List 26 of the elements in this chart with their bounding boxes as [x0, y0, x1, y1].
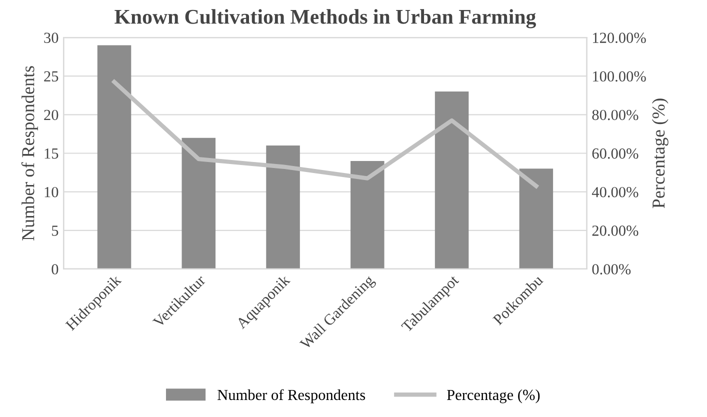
y2-tick-label: 0.00% [592, 264, 631, 274]
y-tick-label: 15 [44, 148, 58, 159]
y2-tick-label: 20.00% [592, 226, 638, 236]
y-tick-label: 20 [44, 110, 58, 120]
y2-tick-label: 60.00% [592, 148, 638, 159]
y2-axis-title: Percentage (%) [652, 98, 668, 208]
chart-title: Known Cultivation Methods in Urban Farming [114, 9, 536, 28]
y2-tick-label: 80.00% [592, 110, 638, 120]
y2-tick-label: 100.00% [593, 71, 646, 82]
y-tick-label: 10 [44, 186, 58, 198]
y-tick-label: 5 [52, 226, 58, 236]
bar [519, 168, 554, 269]
y-tick-label: 0 [52, 264, 58, 274]
bar [434, 92, 469, 269]
y-tick-label: 25 [44, 71, 58, 82]
bar [350, 160, 384, 269]
y2-tick-label: 40.00% [592, 186, 638, 198]
bar [182, 138, 216, 269]
bar [266, 146, 300, 269]
legend-label: Percentage (%) [447, 389, 540, 404]
y-tick-label: 30 [44, 32, 58, 43]
legend-label: Number of Respondents [218, 389, 366, 404]
y-axis-title: Number of Respondents [21, 66, 38, 240]
bar [97, 45, 132, 269]
y2-tick-label: 120.00% [593, 32, 646, 44]
line-series [112, 80, 538, 188]
